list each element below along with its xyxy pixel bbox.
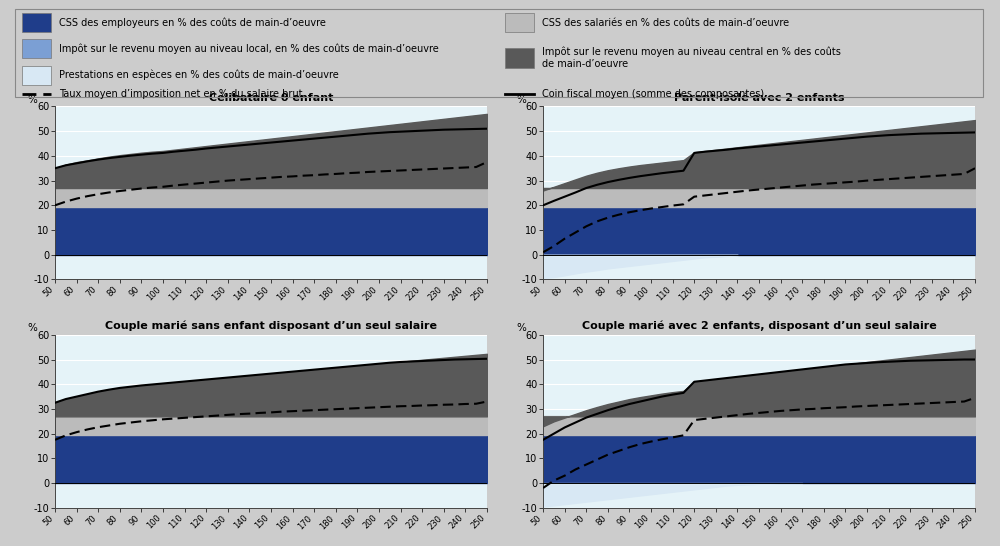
Text: Impôt sur le revenu moyen au niveau local, en % des coûts de main-d’oeuvre: Impôt sur le revenu moyen au niveau loca… — [59, 43, 439, 54]
Bar — [22, 66, 51, 85]
Text: Impôt sur le revenu moyen au niveau central en % des coûts
de main-d’oeuvre: Impôt sur le revenu moyen au niveau cent… — [542, 47, 841, 69]
Text: %: % — [516, 323, 526, 333]
Bar — [22, 39, 51, 58]
Text: Coin fiscal moyen (somme des composantes): Coin fiscal moyen (somme des composantes… — [542, 90, 764, 99]
Text: CSS des salariés en % des coûts de main-d’oeuvre: CSS des salariés en % des coûts de main-… — [542, 17, 789, 28]
Text: %: % — [28, 323, 38, 333]
Title: Célibataire 0 enfant: Célibataire 0 enfant — [209, 93, 333, 103]
Text: Prestations en espèces en % des coûts de main-d’oeuvre: Prestations en espèces en % des coûts de… — [59, 70, 339, 80]
Text: CSS des employeurs en % des coûts de main-d’oeuvre: CSS des employeurs en % des coûts de mai… — [59, 17, 326, 28]
Bar — [505, 49, 534, 68]
Text: Taux moyen d’imposition net en % du salaire brut: Taux moyen d’imposition net en % du sala… — [59, 90, 302, 99]
Bar — [505, 13, 534, 32]
Text: %: % — [28, 95, 38, 105]
Title: Couple marié sans enfant disposant d’un seul salaire: Couple marié sans enfant disposant d’un … — [105, 321, 437, 331]
Title: Couple marié avec 2 enfants, disposant d’un seul salaire: Couple marié avec 2 enfants, disposant d… — [582, 321, 936, 331]
Text: %: % — [516, 95, 526, 105]
Bar — [22, 13, 51, 32]
Title: Parent isolé avec 2 enfants: Parent isolé avec 2 enfants — [674, 93, 844, 103]
